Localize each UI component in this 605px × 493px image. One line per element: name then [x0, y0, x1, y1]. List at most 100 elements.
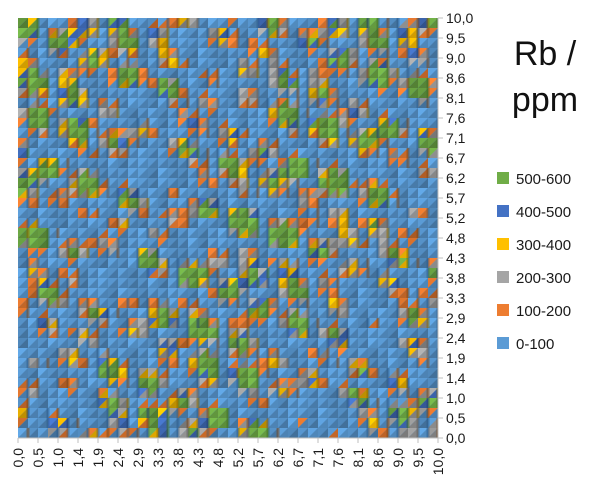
heatmap-cell — [208, 358, 218, 368]
heatmap-cell — [348, 408, 358, 418]
heatmap-cell — [68, 308, 78, 318]
heatmap-cell — [18, 28, 28, 38]
contour-edge — [126, 298, 130, 308]
contour-edge — [106, 348, 110, 358]
contour-edge — [206, 408, 210, 418]
heatmap-cell — [48, 188, 58, 198]
contour-edge — [106, 188, 110, 198]
contour-edge — [256, 98, 260, 108]
heatmap-cell — [78, 98, 88, 108]
contour-edge — [306, 78, 310, 88]
contour-edge — [126, 408, 130, 418]
contour-edge — [256, 228, 260, 238]
contour-edge — [176, 388, 180, 398]
contour-edge — [56, 78, 60, 88]
contour-edge — [46, 228, 50, 238]
heatmap-cell — [238, 88, 248, 98]
contour-edge — [216, 338, 220, 348]
contour-edge — [176, 338, 180, 348]
contour-edge — [136, 138, 140, 148]
heatmap-cell — [138, 368, 148, 378]
heatmap-cell — [78, 138, 88, 148]
contour-edge — [136, 388, 140, 398]
contour-edge — [256, 378, 260, 388]
heatmap-cell — [38, 398, 48, 408]
heatmap-cell — [278, 38, 288, 48]
x-tick-label: 8,1 — [350, 448, 366, 468]
heatmap-cell — [208, 58, 218, 68]
heatmap-cell — [378, 318, 388, 328]
heatmap-cell — [408, 308, 418, 318]
contour-edge — [176, 188, 180, 198]
heatmap-cell — [268, 98, 278, 108]
heatmap-cell — [368, 68, 378, 78]
heatmap-cell — [98, 168, 108, 178]
contour-edge — [216, 178, 220, 188]
contour-edge — [386, 418, 390, 428]
heatmap-cell — [288, 88, 298, 98]
heatmap-cell — [78, 418, 88, 428]
heatmap-cell — [108, 268, 118, 278]
heatmap-cell — [258, 318, 268, 328]
heatmap-cell — [78, 18, 88, 28]
heatmap-cell — [88, 148, 98, 158]
heatmap-cell — [148, 408, 158, 418]
heatmap-cell — [378, 208, 388, 218]
heatmap-cell — [148, 268, 158, 278]
contour-edge — [186, 218, 190, 228]
contour-edge — [356, 128, 360, 138]
heatmap-cell — [358, 158, 368, 168]
heatmap-cell — [308, 338, 318, 348]
contour-edge — [306, 188, 310, 198]
heatmap-cell — [308, 418, 318, 428]
heatmap-cell — [228, 78, 238, 88]
contour-edge — [66, 178, 70, 188]
contour-edge — [386, 118, 390, 128]
heatmap-cell — [208, 198, 218, 208]
contour-edge — [206, 78, 210, 88]
heatmap-cell — [158, 368, 168, 378]
contour-edge — [66, 348, 70, 358]
contour-edge — [136, 188, 140, 198]
heatmap-cell — [268, 208, 278, 218]
heatmap-cell — [318, 298, 328, 308]
heatmap-cell — [168, 128, 178, 138]
contour-edge — [136, 298, 140, 308]
heatmap-cell — [398, 308, 408, 318]
contour-edge — [36, 168, 40, 178]
heatmap-cell — [378, 198, 388, 208]
heatmap-cell — [18, 78, 28, 88]
heatmap-cell — [128, 348, 138, 358]
heatmap-cell — [88, 278, 98, 288]
heatmap-cell — [138, 428, 148, 438]
legend-swatch — [497, 238, 509, 250]
contour-edge — [366, 228, 370, 238]
contour-edge — [416, 28, 420, 38]
heatmap-cell — [68, 268, 78, 278]
heatmap-cell — [338, 198, 348, 208]
contour-edge — [36, 388, 40, 398]
heatmap-cell — [208, 168, 218, 178]
heatmap-cell — [338, 88, 348, 98]
contour-edge — [126, 368, 130, 378]
contour-edge — [56, 28, 60, 38]
heatmap-cell — [248, 328, 258, 338]
contour-edge — [236, 328, 240, 338]
heatmap-cell — [378, 258, 388, 268]
heatmap-cell — [98, 328, 108, 338]
heatmap-cell — [348, 308, 358, 318]
heatmap-cell — [408, 338, 418, 348]
heatmap-cell — [178, 178, 188, 188]
heatmap-cell — [58, 408, 68, 418]
heatmap-cell — [398, 378, 408, 388]
heatmap-cell — [318, 368, 328, 378]
heatmap-cell — [148, 78, 158, 88]
heatmap-cell — [368, 138, 378, 148]
heatmap-cell — [198, 408, 208, 418]
contour-edge — [276, 318, 280, 328]
contour-edge — [356, 258, 360, 268]
heatmap-cell — [228, 158, 238, 168]
heatmap-cell — [28, 268, 38, 278]
contour-edge — [126, 328, 130, 338]
contour-edge — [416, 148, 420, 158]
